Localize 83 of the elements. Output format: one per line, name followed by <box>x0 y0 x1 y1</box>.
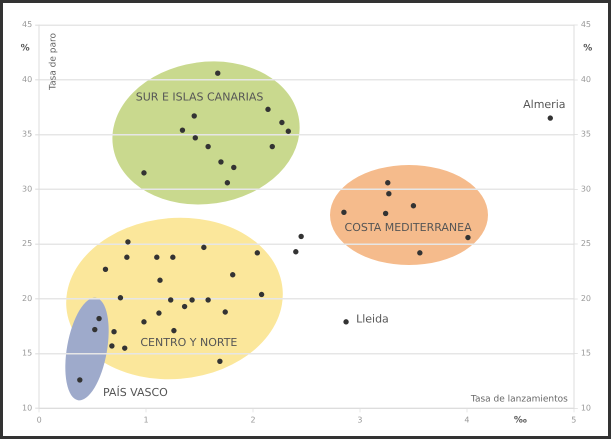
x-axis-title: Tasa de lanzamientos <box>470 394 568 405</box>
x-tick-label: 2 <box>250 415 256 424</box>
point <box>386 190 392 196</box>
point <box>141 319 147 325</box>
point <box>382 210 388 216</box>
point <box>417 250 423 256</box>
text: ‰ <box>514 416 527 426</box>
point <box>182 304 188 310</box>
point <box>125 239 131 245</box>
annotation: PAÍS VASCO <box>102 384 168 399</box>
point <box>222 309 228 315</box>
y2-tick-label: 35 <box>22 130 32 139</box>
point <box>168 297 174 303</box>
annotation: Lleida <box>356 312 389 326</box>
point <box>192 113 197 119</box>
point <box>96 316 102 322</box>
point <box>293 249 299 254</box>
point <box>279 120 285 126</box>
point <box>410 203 416 208</box>
point <box>124 254 130 260</box>
point <box>224 180 230 186</box>
point <box>215 70 220 76</box>
point <box>341 210 347 216</box>
point <box>157 278 163 283</box>
y-tick-label: 40 <box>580 74 592 84</box>
y-tick-label: 45 <box>580 20 592 30</box>
point <box>180 127 186 133</box>
y2-tick-label: 30 <box>22 184 32 194</box>
point <box>111 329 117 334</box>
point <box>205 297 211 303</box>
y-tick-label: 30 <box>580 184 592 194</box>
x-tick-label: 0 <box>36 415 42 424</box>
point <box>231 164 236 170</box>
point <box>92 326 98 332</box>
point <box>201 244 207 250</box>
point <box>265 106 271 112</box>
point <box>254 250 260 256</box>
point <box>230 272 236 278</box>
point <box>258 292 264 298</box>
annotation: COSTA MEDITERRANEA <box>344 221 472 234</box>
y-tick-label: 20 <box>580 294 592 303</box>
x-tick-label: 4 <box>464 415 470 424</box>
point <box>205 144 211 150</box>
y2-tick-label: 15 <box>22 348 32 358</box>
point <box>171 328 177 334</box>
point <box>298 234 304 240</box>
y-tick-label: 15 <box>580 348 592 358</box>
annotation: CENTRO Y NORTE <box>140 336 238 350</box>
point <box>109 343 115 349</box>
y-tick-label: 25 <box>580 239 592 248</box>
annotation: SUR E ISLAS CANARIAS <box>136 90 264 104</box>
point <box>217 358 223 364</box>
point <box>548 115 553 121</box>
point <box>192 135 198 141</box>
x-tick-label: 1 <box>144 415 149 424</box>
y2-tick-label: 25 <box>22 239 32 248</box>
point <box>385 180 390 186</box>
y-tick-label: 10 <box>580 403 592 412</box>
text: % <box>583 43 592 54</box>
y-tick-label: 35 <box>580 130 592 139</box>
point <box>270 144 275 150</box>
y2-tick-label: 20 <box>22 294 32 303</box>
x-tick-label: 5 <box>571 415 576 424</box>
point <box>343 319 349 325</box>
point <box>118 295 124 300</box>
annotation: Almeria <box>523 98 566 111</box>
y2-tick-label: 10 <box>22 403 32 412</box>
point <box>286 128 292 134</box>
point <box>465 234 471 240</box>
point <box>156 310 162 316</box>
point <box>189 297 195 303</box>
point <box>154 254 160 260</box>
point <box>77 377 83 383</box>
point <box>102 266 108 272</box>
x-tick-label: 3 <box>357 415 363 424</box>
point <box>218 159 224 165</box>
point <box>122 345 128 351</box>
point <box>141 170 147 176</box>
annotation: Tasa de paro <box>48 32 59 91</box>
text: % <box>20 43 30 54</box>
point <box>170 254 176 260</box>
y2-tick-label: 40 <box>22 74 32 84</box>
y2-tick-label: 45 <box>22 20 32 30</box>
